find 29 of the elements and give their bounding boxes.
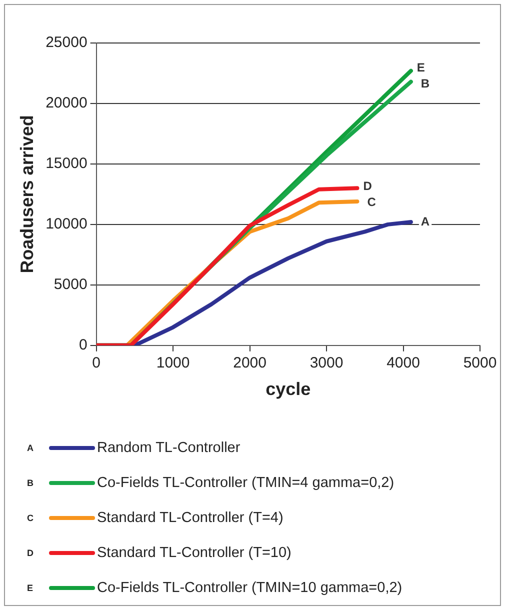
y-tick-label: 10000 bbox=[46, 216, 88, 233]
x-tick-label: 3000 bbox=[310, 354, 344, 372]
x-tick-label: 1000 bbox=[156, 354, 190, 372]
legend-label: Standard TL-Controller (T=10) bbox=[97, 544, 292, 560]
x-tick-label: 4000 bbox=[386, 354, 420, 372]
text: C bbox=[27, 512, 34, 522]
y-tick-label: 5000 bbox=[54, 276, 88, 294]
legend-label: Standard TL-Controller (T=4) bbox=[97, 510, 284, 526]
annotation: A bbox=[420, 214, 430, 228]
annotation: B bbox=[420, 76, 430, 91]
y-axis-title: Roadusers arrived bbox=[16, 115, 37, 274]
text: D bbox=[27, 548, 34, 558]
legend-label: Co-Fields TL-Controller (TMIN=10 gamma=0,2) bbox=[97, 580, 402, 596]
legend-label: Random TL-Controller bbox=[97, 440, 240, 456]
legend-label: Co-Fields TL-Controller (TMIN=4 gamma=0,2) bbox=[97, 474, 394, 490]
y-tick-label: 0 bbox=[78, 336, 88, 354]
x-tick-label: 0 bbox=[92, 354, 100, 372]
y-tick-label: 20000 bbox=[46, 94, 88, 112]
y-tick-label: 15000 bbox=[46, 155, 88, 172]
annotation: E bbox=[416, 60, 425, 75]
text: A bbox=[27, 442, 34, 452]
text: E bbox=[27, 582, 34, 592]
x-axis-title: cycle bbox=[266, 379, 311, 400]
x-tick-label: 2000 bbox=[233, 354, 266, 372]
annotation: D bbox=[363, 179, 372, 194]
x-tick-label: 5000 bbox=[463, 354, 497, 372]
y-tick-label: 25000 bbox=[46, 34, 88, 52]
annotation: C bbox=[367, 195, 376, 210]
text: B bbox=[27, 478, 34, 488]
